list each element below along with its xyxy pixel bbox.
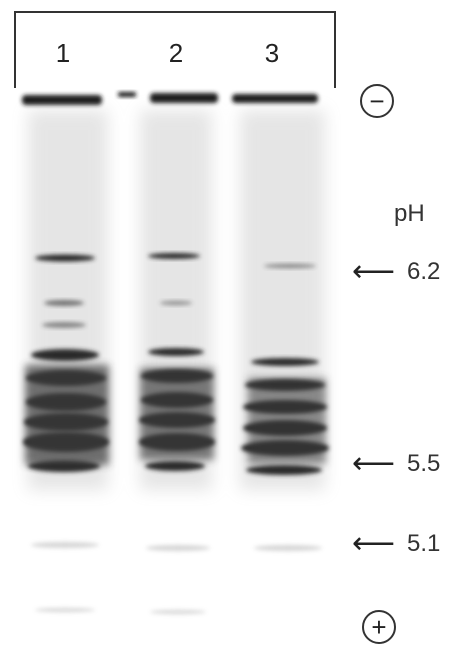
ph-marker-6-2: ⟵ 6.2: [352, 255, 441, 288]
lane-number-2: 2: [168, 38, 184, 68]
ph-marker-5-1: ⟵ 5.1: [352, 527, 441, 560]
lane-3-bands: [241, 263, 329, 475]
cathode-minus-icon: −: [360, 84, 394, 118]
lane-1-bands: [23, 254, 109, 472]
ph-marker-5-5: ⟵ 5.5: [352, 447, 441, 480]
lane-number-3: 3: [264, 38, 280, 68]
sample-wells: [22, 92, 318, 105]
anode-plus-icon: +: [362, 610, 396, 644]
left-arrow-icon: ⟵: [352, 447, 396, 480]
lane-number-1: 1: [55, 38, 71, 68]
ph-title: pH: [394, 200, 425, 227]
faint-bands: [31, 542, 322, 614]
left-arrow-icon: ⟵: [352, 255, 396, 288]
left-arrow-icon: ⟵: [352, 527, 396, 560]
sample-well-bracket: [14, 11, 336, 88]
lane-2-bands: [139, 253, 215, 471]
